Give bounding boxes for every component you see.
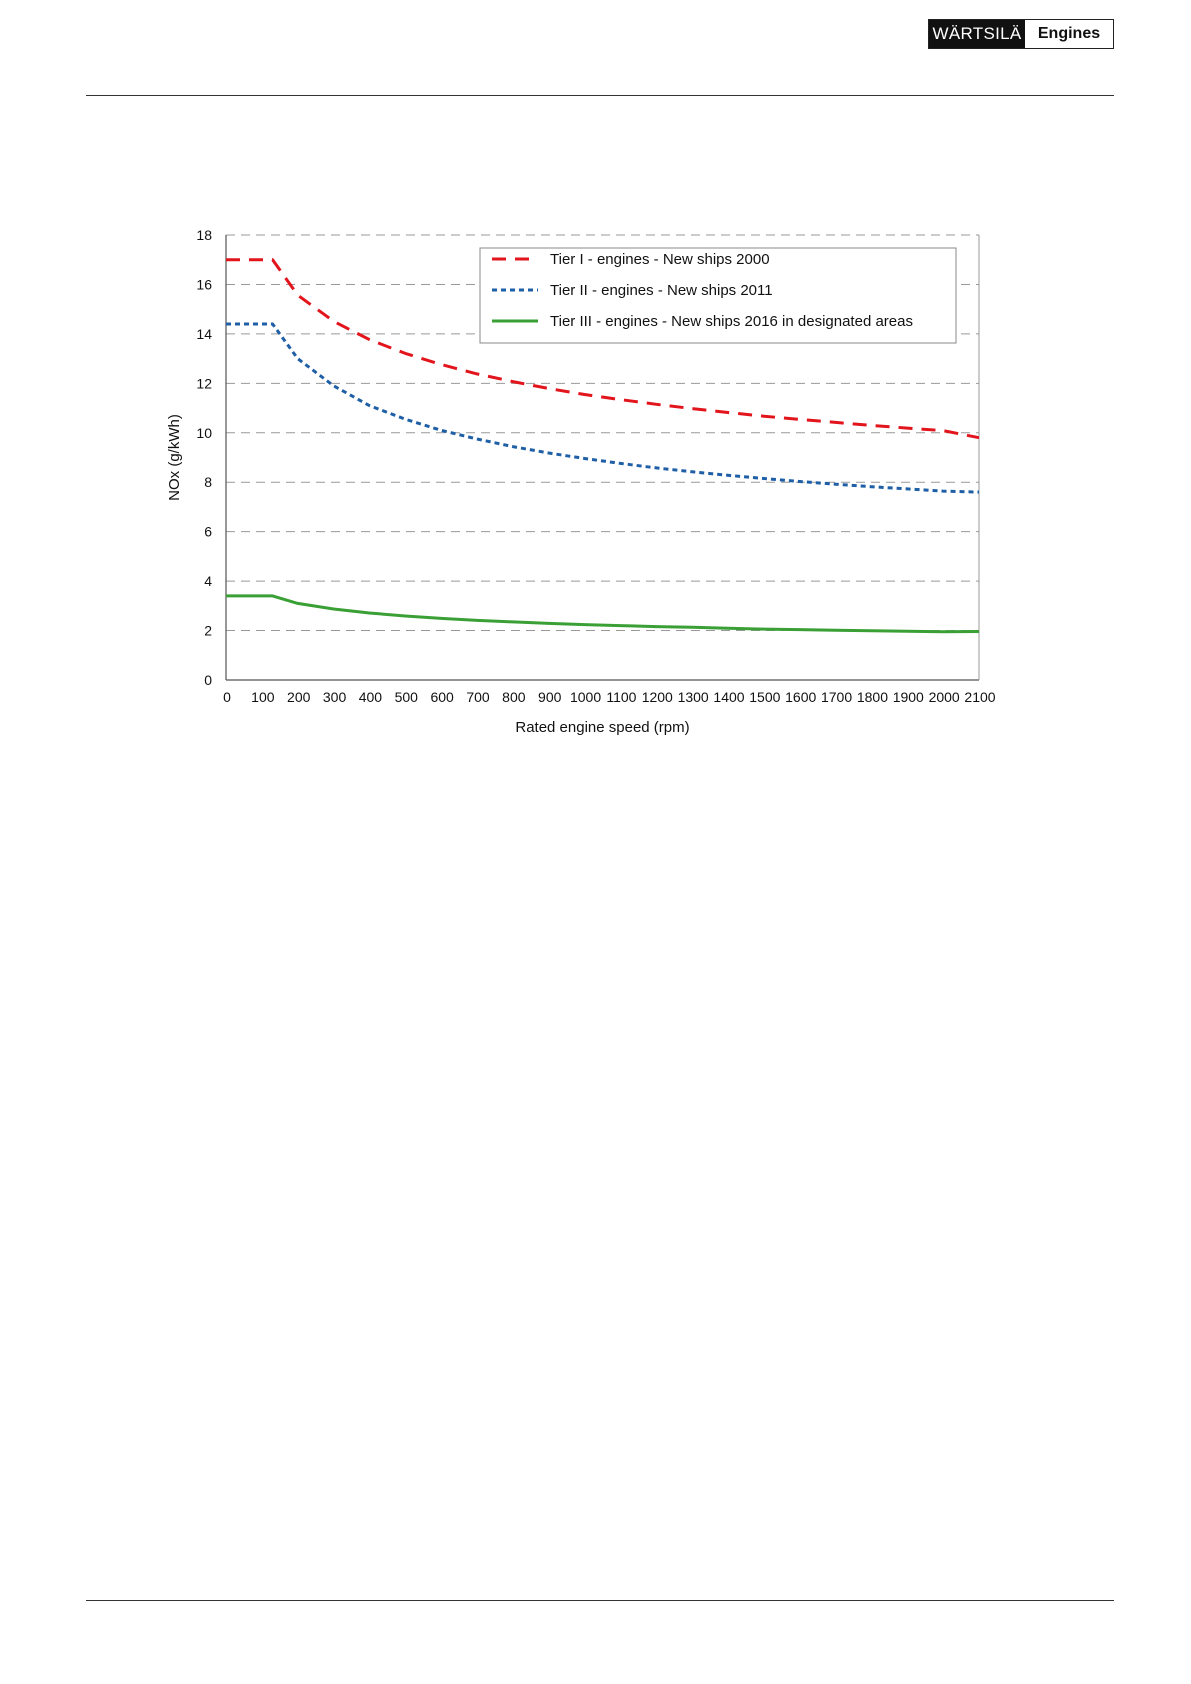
y-tick-label: 14 <box>196 326 212 342</box>
y-tick-label: 8 <box>204 474 212 490</box>
logo-brand: WÄRTSILÄ <box>929 20 1025 48</box>
y-tick-label: 4 <box>204 573 212 589</box>
x-tick-label: 1700 <box>821 689 852 705</box>
x-tick-label: 1600 <box>785 689 816 705</box>
x-tick-label: 400 <box>359 689 383 705</box>
series-lines <box>226 258 980 634</box>
x-tick-label: 800 <box>502 689 526 705</box>
nox-chart: 0 2 4 6 8 10 12 14 16 18 0 100 200 300 400 500 600 700 80… <box>166 227 996 736</box>
wartsila-engines-logo: WÄRTSILÄ Engines <box>928 19 1114 49</box>
y-axis-title: NOx (g/kWh) <box>166 414 183 501</box>
y-tick-label: 12 <box>196 375 212 391</box>
x-tick-label: 2100 <box>964 689 995 705</box>
x-tick-label: 1400 <box>713 689 744 705</box>
x-tick-label: 1000 <box>570 689 601 705</box>
y-tick-label: 6 <box>204 524 212 540</box>
logo-product: Engines <box>1025 20 1113 48</box>
x-tick-label: 1800 <box>857 689 888 705</box>
x-tick-label: 500 <box>395 689 419 705</box>
x-tick-label: 1100 <box>606 689 636 705</box>
y-tick-label: 0 <box>204 672 212 688</box>
footer-rule <box>86 1600 1114 1601</box>
series-line-tier-1 <box>226 258 980 440</box>
header-rule <box>86 95 1114 96</box>
y-tick-label: 18 <box>196 227 212 243</box>
x-tick-label: 600 <box>430 689 454 705</box>
legend-label-tier-3: Tier III - engines - New ships 2016 in d… <box>550 313 913 330</box>
legend-box <box>479 247 957 344</box>
x-tick-label: 1300 <box>678 689 709 705</box>
legend-label-tier-1: Tier I - engines - New ships 2000 <box>550 251 770 268</box>
chart-axes <box>225 235 980 681</box>
x-tick-label: 300 <box>323 689 347 705</box>
y-tick-label: 16 <box>196 276 212 292</box>
x-tick-label: 0 <box>223 689 231 705</box>
x-tick-label: 900 <box>538 689 562 705</box>
x-tick-label: 200 <box>287 689 311 705</box>
x-tick-label: 2000 <box>929 689 960 705</box>
series-line-tier-3 <box>226 594 980 634</box>
x-tick-label: 700 <box>466 689 490 705</box>
x-axis-title: Rated engine speed (rpm) <box>515 719 689 736</box>
x-tick-label: 1900 <box>893 689 924 705</box>
legend-label-tier-2: Tier II - engines - New ships 2011 <box>550 282 773 299</box>
series-line-tier-2 <box>226 322 980 494</box>
x-tick-label: 1200 <box>642 689 673 705</box>
legend: Tier I - engines - New ships 2000 Tier II… <box>479 247 957 344</box>
x-tick-label: 100 <box>251 689 275 705</box>
y-tick-label: 10 <box>196 425 212 441</box>
y-tick-labels: 0 2 4 6 8 10 12 14 16 18 <box>196 227 212 688</box>
y-tick-label: 2 <box>204 623 212 639</box>
x-tick-label: 1500 <box>749 689 780 705</box>
x-tick-labels: 0 100 200 300 400 500 600 700 800 900 1000 1100 1200… <box>223 689 996 705</box>
